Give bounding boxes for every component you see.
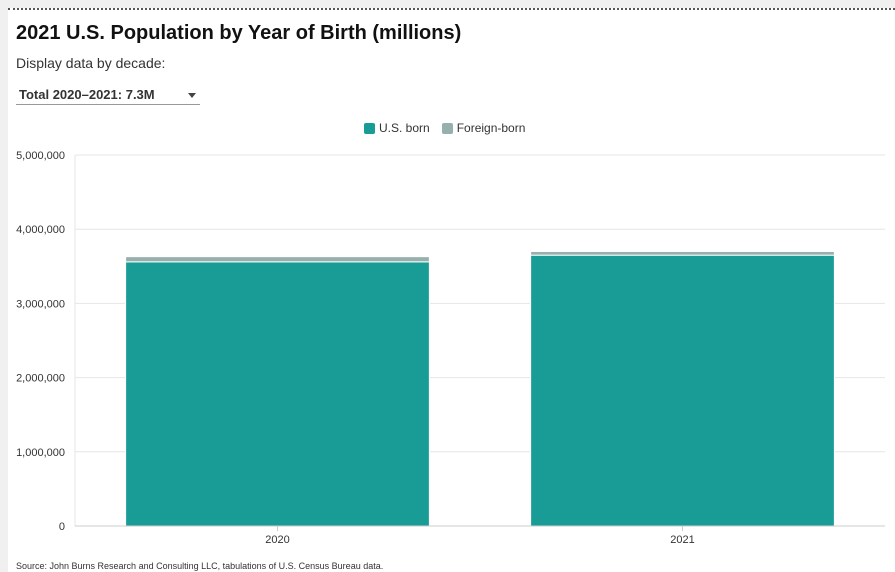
legend-item-foreign-born[interactable]: Foreign-born	[441, 121, 526, 135]
dropdown-selected-value: Total 2020–2021: 7.3M	[19, 87, 155, 102]
legend-swatch-foreign-born	[441, 122, 453, 134]
bar-foreign-born	[530, 250, 835, 256]
decade-dropdown[interactable]: Total 2020–2021: 7.3M	[16, 84, 200, 105]
page-title: 2021 U.S. Population by Year of Birth (m…	[16, 22, 462, 44]
y-tick-label: 4,000,000	[16, 224, 65, 236]
y-tick-label: 1,000,000	[16, 447, 65, 459]
dropdown-label: Display data by decade:	[16, 55, 166, 71]
legend-label-us-born: U.S. born	[379, 121, 430, 135]
source-note: Source: John Burns Research and Consulti…	[16, 561, 384, 571]
top-divider	[8, 8, 895, 10]
legend-label-foreign-born: Foreign-born	[456, 121, 526, 135]
y-tick-label: 2,000,000	[16, 373, 65, 385]
y-tick-label: 3,000,000	[16, 298, 65, 310]
bar-us-born	[530, 254, 835, 527]
x-tick-label: 2020	[265, 534, 289, 546]
bar-foreign-born	[125, 256, 430, 263]
y-tick-label: 5,000,000	[16, 150, 65, 162]
legend-swatch-us-born	[364, 122, 375, 134]
stacked-bar-chart: 0 1,000,000 2,000,000 3,000,000 4,000,000 5,0…	[16, 150, 885, 546]
y-tick-label: 0	[59, 521, 65, 533]
x-tick-label: 2021	[670, 534, 694, 546]
legend-item-us-born[interactable]: U.S. born	[364, 121, 430, 135]
chart-legend: U.S. born Foreign-born	[364, 121, 537, 135]
chevron-down-icon	[188, 93, 196, 98]
bar-us-born	[125, 261, 430, 527]
